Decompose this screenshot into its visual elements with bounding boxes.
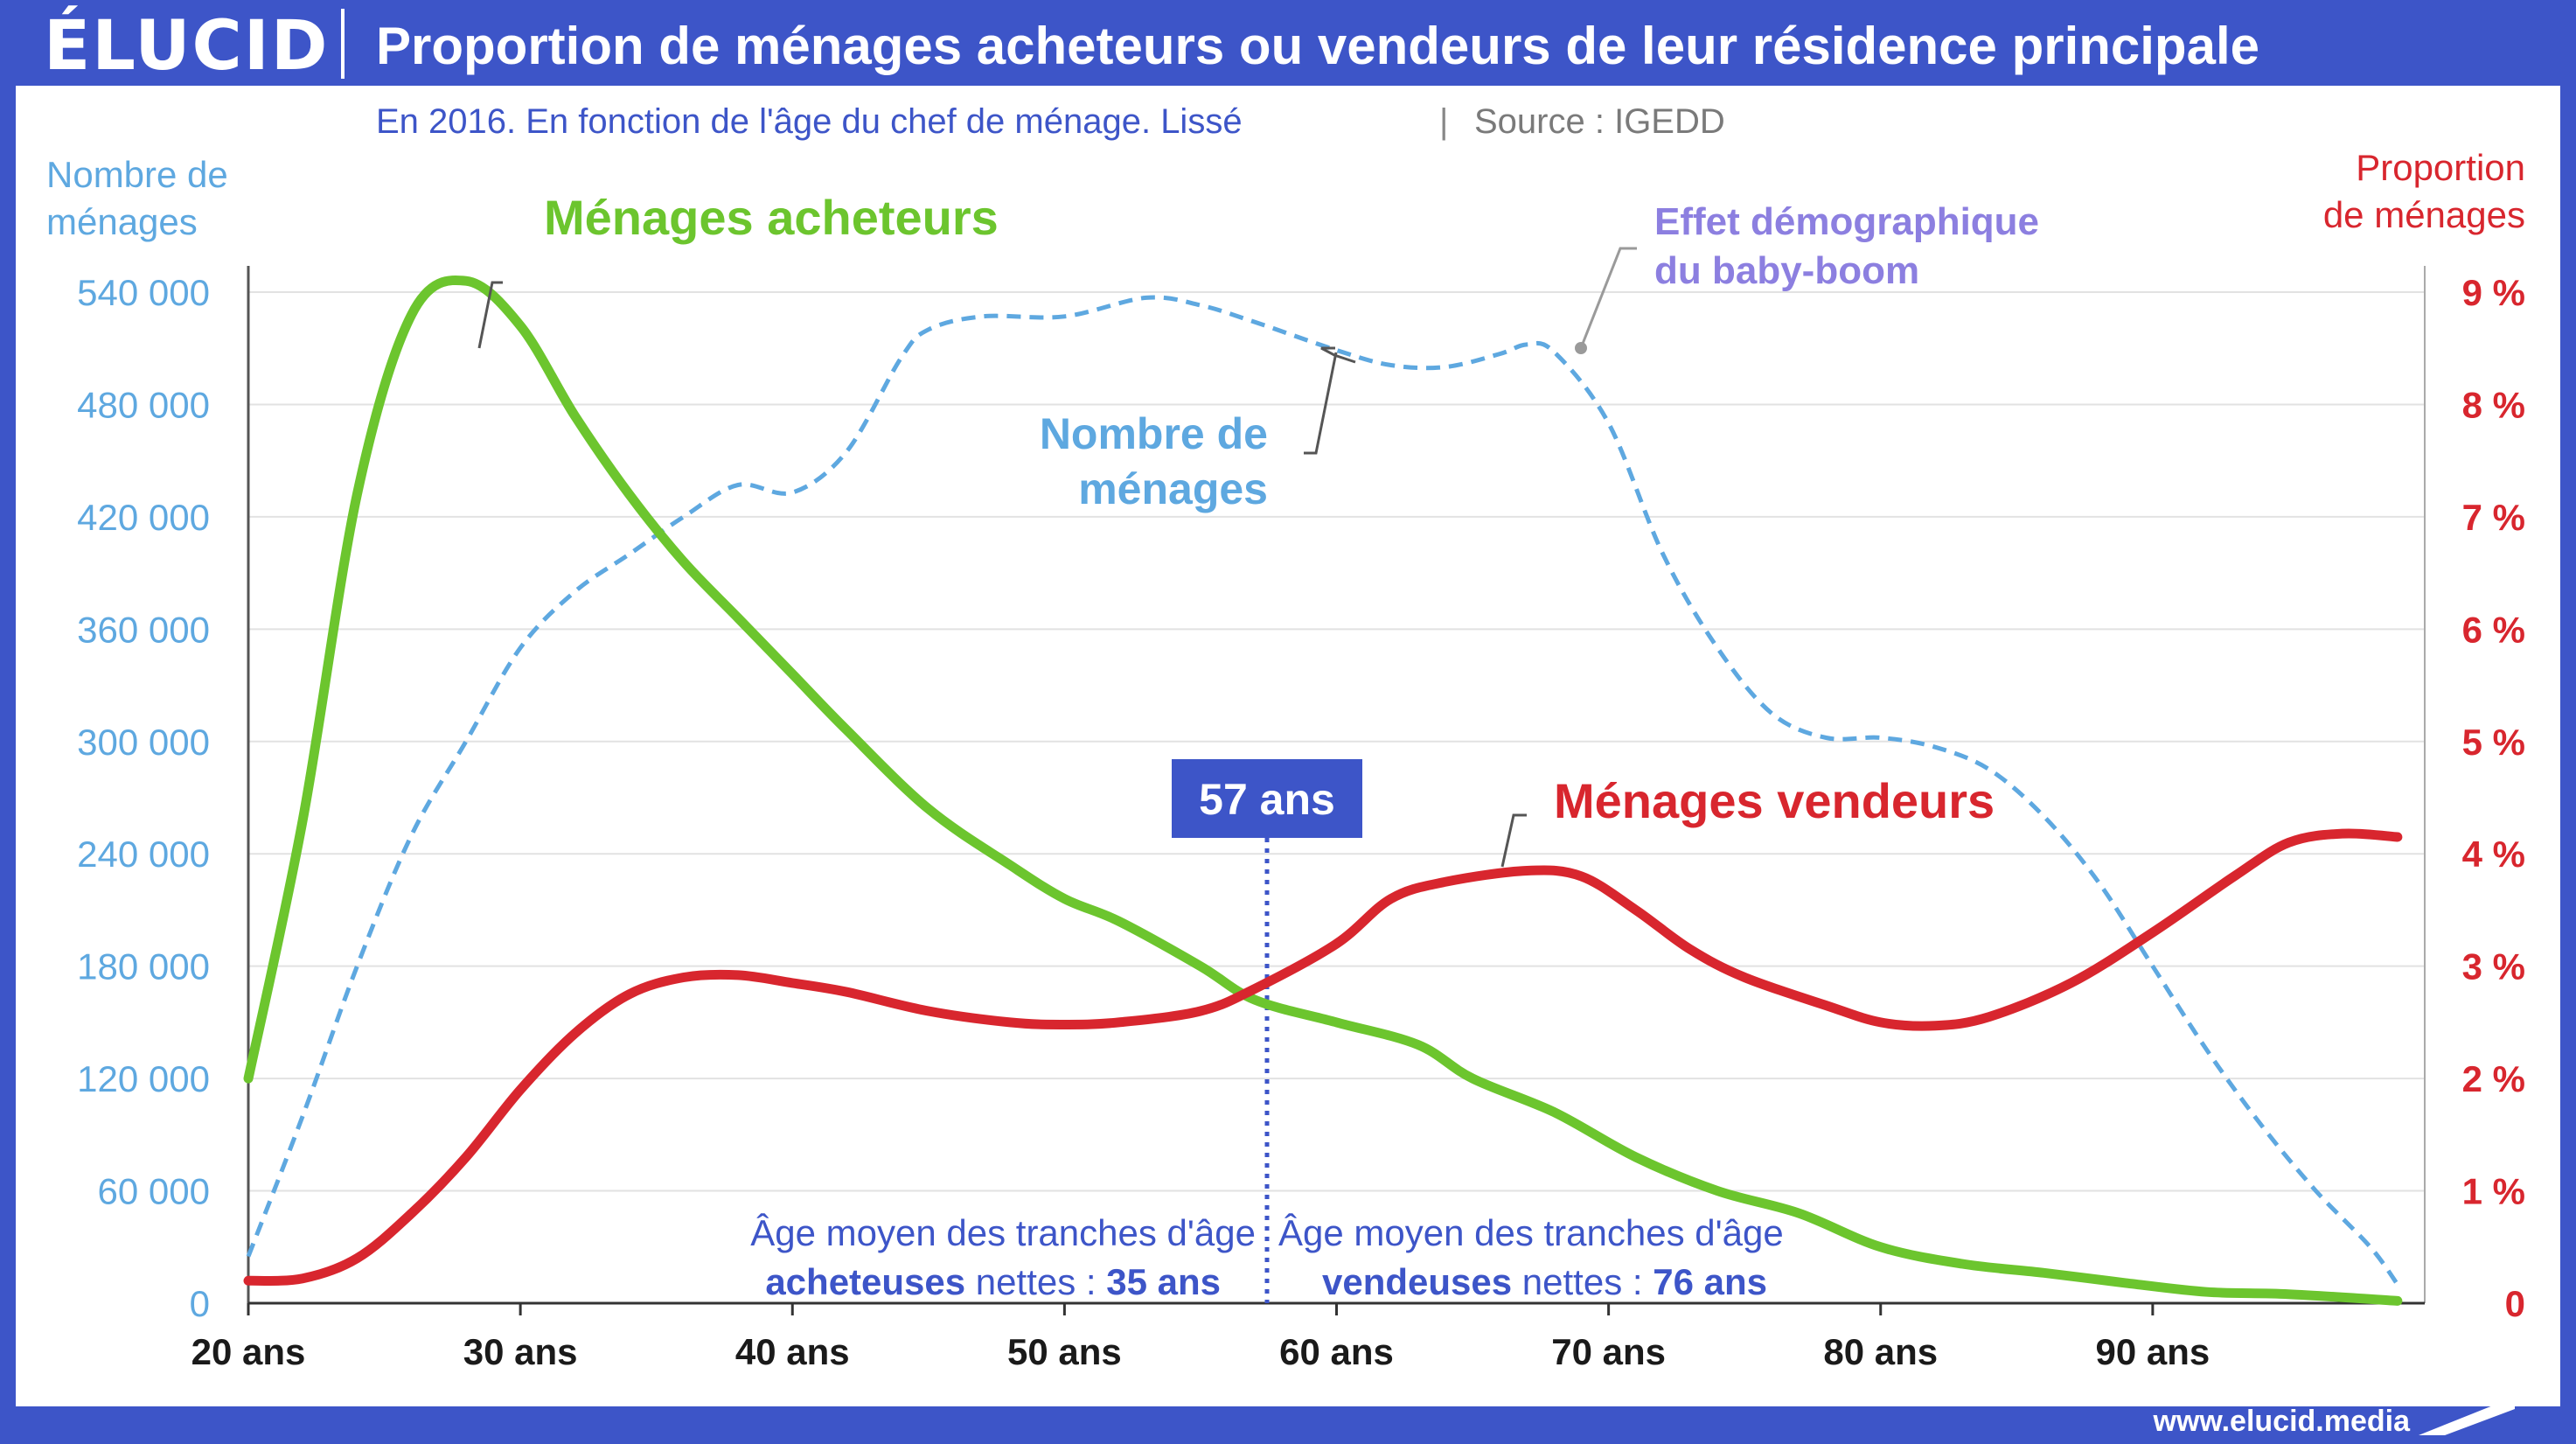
footer-url[interactable]: www.elucid.media xyxy=(2153,1405,2410,1438)
x-tick-label: 30 ans xyxy=(463,1331,578,1372)
buyers-average-bold: acheteuses xyxy=(765,1261,965,1302)
sellers-line xyxy=(243,828,2403,1286)
right-tick-label: 4 % xyxy=(2462,834,2525,875)
right-axis-title-line1: Proportion xyxy=(2356,147,2525,188)
buyers-label: Ménages acheteurs xyxy=(544,190,999,245)
buyers-average-mid: nettes : xyxy=(965,1261,1106,1302)
baby-boom-marker xyxy=(1575,342,1587,354)
x-tick-label: 40 ans xyxy=(735,1331,850,1372)
households-leader-line-2 xyxy=(1304,352,1338,455)
chart-panel: 0 60 000 120 000 180 000 240 000 300 000 360 0… xyxy=(16,86,2560,1406)
left-tick-label: 0 xyxy=(190,1283,210,1324)
right-tick-label: 8 % xyxy=(2462,384,2525,425)
sellers-average-line2: vendeuses nettes : 76 ans xyxy=(1322,1261,1767,1302)
households-line xyxy=(246,295,2399,1287)
left-tick-label: 120 000 xyxy=(77,1058,210,1099)
sellers-average-bold: vendeuses xyxy=(1322,1261,1512,1302)
households-leader-line xyxy=(1320,346,1356,364)
right-tick-label: 2 % xyxy=(2462,1058,2525,1099)
right-tick-label: 5 % xyxy=(2462,722,2525,763)
buyers-average-line1: Âge moyen des tranches d'âge xyxy=(750,1212,1256,1253)
median-box-label: 57 ans xyxy=(1199,775,1335,824)
sellers-average-mid: nettes : xyxy=(1512,1261,1653,1302)
right-tick-label: 7 % xyxy=(2462,497,2525,538)
x-tick-label: 80 ans xyxy=(1823,1331,1938,1372)
logo-divider xyxy=(341,9,345,79)
header-bar: ÉLUCID Proportion de ménages acheteurs o… xyxy=(0,0,2576,86)
right-tick-label: 1 % xyxy=(2462,1171,2525,1212)
right-tick-label: 9 % xyxy=(2462,272,2525,313)
left-tick-label: 480 000 xyxy=(77,384,210,425)
series-layer xyxy=(243,275,2403,1306)
left-axis-title-line1: Nombre de xyxy=(46,154,228,195)
buyers-leader-line xyxy=(477,281,503,349)
baby-boom-line1: Effet démographique xyxy=(1654,200,2039,243)
left-tick-label: 420 000 xyxy=(77,497,210,538)
left-tick-label: 180 000 xyxy=(77,946,210,987)
left-tick-label: 540 000 xyxy=(77,272,210,313)
x-tick-label: 50 ans xyxy=(1007,1331,1122,1372)
subtitle-separator: | xyxy=(1439,102,1448,141)
chart-svg: 0 60 000 120 000 180 000 240 000 300 000 360 0… xyxy=(46,102,2525,1372)
footer-logo-icon xyxy=(2419,1397,2515,1435)
x-tick-label: 60 ans xyxy=(1279,1331,1394,1372)
buyers-line xyxy=(243,275,2403,1306)
left-tick-label: 300 000 xyxy=(77,722,210,763)
axis-layer: 0 60 000 120 000 180 000 240 000 300 000 360 0… xyxy=(77,266,2525,1372)
buyers-average-line2: acheteuses nettes : 35 ans xyxy=(765,1261,1221,1302)
baby-boom-line2: du baby-boom xyxy=(1654,249,1919,292)
x-tick-label: 20 ans xyxy=(191,1331,306,1372)
sellers-leader-line xyxy=(1500,813,1527,868)
sellers-average-value: 76 ans xyxy=(1653,1261,1767,1302)
households-label-line2: ménages xyxy=(1078,464,1268,513)
buyers-average-value: 35 ans xyxy=(1106,1261,1221,1302)
grid-layer xyxy=(248,291,2425,1192)
median-box xyxy=(1172,759,1362,838)
left-tick-label: 60 000 xyxy=(98,1171,210,1212)
subtitle: En 2016. En fonction de l'âge du chef de… xyxy=(376,102,1243,141)
left-axis-title-line2: ménages xyxy=(46,201,198,242)
elucid-logo[interactable]: ÉLUCID xyxy=(44,7,330,86)
x-tick-label: 90 ans xyxy=(2095,1331,2210,1372)
right-axis-title-line2: de ménages xyxy=(2323,194,2525,235)
sellers-average-line1: Âge moyen des tranches d'âge xyxy=(1278,1212,1784,1253)
subtitle-source: Source : IGEDD xyxy=(1474,102,1725,141)
right-tick-label: 3 % xyxy=(2462,946,2525,987)
right-tick-label: 0 xyxy=(2505,1283,2525,1324)
sellers-label: Ménages vendeurs xyxy=(1554,773,1995,828)
x-tick-label: 70 ans xyxy=(1551,1331,1666,1372)
households-label-line1: Nombre de xyxy=(1040,409,1268,458)
baby-boom-leader-line xyxy=(1579,247,1637,349)
right-tick-label: 6 % xyxy=(2462,609,2525,650)
page-title: Proportion de ménages acheteurs ou vende… xyxy=(376,17,2259,75)
left-tick-label: 360 000 xyxy=(77,609,210,650)
left-tick-label: 240 000 xyxy=(77,834,210,875)
